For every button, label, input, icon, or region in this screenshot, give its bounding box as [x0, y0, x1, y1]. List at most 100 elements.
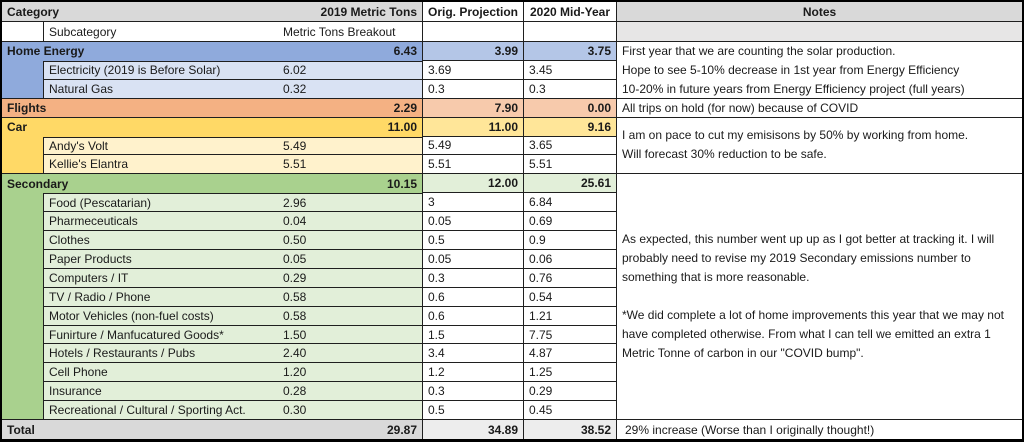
cell-proj-motor-vehicles[interactable]: 0.6	[423, 306, 524, 326]
cell-mid-total[interactable]: 38.52	[524, 420, 617, 439]
cell-proj-clothes[interactable]: 0.5	[423, 231, 524, 250]
cell-mid-paper-products[interactable]: 0.06	[524, 249, 617, 269]
cell-proj-natural-gas[interactable]: 0.3	[423, 79, 524, 99]
subcategory-row-furniture-goods[interactable]: Funirture / Manfucatured Goods*	[44, 325, 276, 345]
subcategory-row-insurance[interactable]: Insurance	[44, 382, 276, 402]
category-label: Flights	[7, 100, 47, 115]
cell-2019-computers-it[interactable]: 0.29	[276, 268, 423, 288]
cell-2019-natural-gas[interactable]: 0.32	[276, 79, 423, 99]
color-strip-secondary	[2, 231, 44, 250]
subcategory-row-paper-products[interactable]: Paper Products	[44, 249, 276, 269]
color-strip-home-energy	[2, 60, 44, 80]
cell-proj-kellies-elantra[interactable]: 5.51	[423, 155, 524, 175]
note-flights[interactable]: All trips on hold (for now) because of C…	[617, 99, 1022, 118]
cell-proj-computers-it[interactable]: 0.3	[423, 268, 524, 288]
note-total[interactable]: 29% increase (Worse than I originally th…	[625, 422, 875, 437]
category-row-home-energy[interactable]: Home Energy 6.43	[2, 42, 423, 61]
cell-2019-paper-products[interactable]: 0.05	[276, 249, 423, 269]
cell-mid-motor-vehicles[interactable]: 1.21	[524, 306, 617, 326]
color-strip-secondary	[2, 363, 44, 383]
cell-mid-pharmeceuticals[interactable]: 0.69	[524, 212, 617, 232]
note-home-energy[interactable]: First year that we are counting the sola…	[617, 42, 1022, 99]
cell-mid-cell-phone[interactable]: 1.25	[524, 363, 617, 383]
color-strip-home-energy	[2, 79, 44, 99]
cell-2019-electricity[interactable]: 6.02	[276, 60, 423, 80]
cell-proj-recreational[interactable]: 0.5	[423, 401, 524, 421]
cell-proj-home-energy[interactable]: 3.99	[423, 42, 524, 61]
cell-2019-hotels-restaurants-pubs[interactable]: 2.40	[276, 344, 423, 364]
color-strip-secondary	[2, 212, 44, 232]
cell-proj-cell-phone[interactable]: 1.2	[423, 363, 524, 383]
cell-2019-andys-volt[interactable]: 5.49	[276, 136, 423, 156]
cell-mid-clothes[interactable]: 0.9	[524, 231, 617, 250]
cell-mid-hotels-restaurants-pubs[interactable]: 4.87	[524, 344, 617, 364]
cell-proj-total[interactable]: 34.89	[423, 420, 524, 439]
cell-2019-pharmeceuticals[interactable]: 0.04	[276, 212, 423, 232]
cell-2019-furniture-goods[interactable]: 1.50	[276, 325, 423, 345]
subcategory-row-natural-gas[interactable]: Natural Gas	[44, 79, 276, 99]
subcategory-row-pharmeceuticals[interactable]: Pharmeceuticals	[44, 212, 276, 232]
cell-mid-secondary[interactable]: 25.61	[524, 174, 617, 194]
total-2019-value: 29.87	[386, 422, 417, 437]
cell-mid-recreational[interactable]: 0.45	[524, 401, 617, 421]
subheader-breakout[interactable]: Metric Tons Breakout	[276, 22, 423, 42]
cell-2019-recreational[interactable]: 0.30	[276, 401, 423, 421]
cell-proj-insurance[interactable]: 0.3	[423, 382, 524, 402]
color-strip-car	[2, 155, 44, 175]
subcategory-row-food[interactable]: Food (Pescatarian)	[44, 193, 276, 213]
category-row-car[interactable]: Car 11.00	[2, 117, 423, 137]
subcategory-row-clothes[interactable]: Clothes	[44, 231, 276, 250]
subcategory-row-kellies-elantra[interactable]: Kellie's Elantra	[44, 155, 276, 175]
note-car[interactable]: I am on pace to cut my emisisons by 50% …	[617, 118, 1022, 175]
color-strip-secondary	[2, 287, 44, 307]
cell-2019-food[interactable]: 2.96	[276, 193, 423, 213]
cell-proj-flights[interactable]: 7.90	[423, 98, 524, 118]
cell-mid-flights[interactable]: 0.00	[524, 98, 617, 118]
header-notes[interactable]: Notes	[617, 2, 1022, 22]
cell-mid-electricity[interactable]: 3.45	[524, 60, 617, 80]
cell-proj-paper-products[interactable]: 0.05	[423, 249, 524, 269]
subcategory-row-andys-volt[interactable]: Andy's Volt	[44, 136, 276, 156]
subcategory-row-hotels-restaurants-pubs[interactable]: Hotels / Restaurants / Pubs	[44, 344, 276, 364]
category-row-flights[interactable]: Flights 2.29	[2, 98, 423, 118]
cell-proj-pharmeceuticals[interactable]: 0.05	[423, 212, 524, 232]
cell-2019-insurance[interactable]: 0.28	[276, 382, 423, 402]
cell-mid-food[interactable]: 6.84	[524, 193, 617, 213]
subcategory-row-tv-radio-phone[interactable]: TV / Radio / Phone	[44, 287, 276, 307]
subcategory-row-motor-vehicles[interactable]: Motor Vehicles (non-fuel costs)	[44, 306, 276, 326]
cell-mid-furniture-goods[interactable]: 7.75	[524, 325, 617, 345]
cell-proj-secondary[interactable]: 12.00	[423, 174, 524, 194]
header-orig-projection[interactable]: Orig. Projection	[423, 2, 524, 22]
subcategory-row-electricity[interactable]: Electricity (2019 is Before Solar)	[44, 60, 276, 80]
header-mid-year[interactable]: 2020 Mid-Year	[524, 2, 617, 22]
note-secondary[interactable]: As expected, this number went up up as I…	[617, 174, 1022, 421]
cell-mid-car[interactable]: 9.16	[524, 117, 617, 137]
cell-mid-computers-it[interactable]: 0.76	[524, 268, 617, 288]
cell-2019-tv-radio-phone[interactable]: 0.58	[276, 287, 423, 307]
subheader-subcategory[interactable]: Subcategory	[44, 22, 276, 42]
header-category-cell[interactable]: Category 2019 Metric Tons	[2, 2, 423, 22]
cell-mid-insurance[interactable]: 0.29	[524, 382, 617, 402]
category-label: Home Energy	[7, 44, 85, 59]
cell-mid-andys-volt[interactable]: 3.65	[524, 136, 617, 156]
cell-proj-food[interactable]: 3	[423, 193, 524, 213]
cell-proj-tv-radio-phone[interactable]: 0.6	[423, 287, 524, 307]
cell-proj-electricity[interactable]: 3.69	[423, 60, 524, 80]
cell-mid-natural-gas[interactable]: 0.3	[524, 79, 617, 99]
cell-proj-andys-volt[interactable]: 5.49	[423, 136, 524, 156]
cell-mid-tv-radio-phone[interactable]: 0.54	[524, 287, 617, 307]
cell-proj-furniture-goods[interactable]: 1.5	[423, 325, 524, 345]
category-row-secondary[interactable]: Secondary 10.15	[2, 174, 423, 194]
subcategory-row-computers-it[interactable]: Computers / IT	[44, 268, 276, 288]
subcategory-row-cell-phone[interactable]: Cell Phone	[44, 363, 276, 383]
total-row[interactable]: Total 29.87	[2, 420, 423, 439]
cell-2019-clothes[interactable]: 0.50	[276, 231, 423, 250]
subcategory-row-recreational[interactable]: Recreational / Cultural / Sporting Act.	[44, 401, 276, 421]
cell-proj-hotels-restaurants-pubs[interactable]: 3.4	[423, 344, 524, 364]
cell-2019-kellies-elantra[interactable]: 5.51	[276, 155, 423, 175]
cell-mid-kellies-elantra[interactable]: 5.51	[524, 155, 617, 175]
cell-2019-cell-phone[interactable]: 1.20	[276, 363, 423, 383]
cell-proj-car[interactable]: 11.00	[423, 117, 524, 137]
cell-mid-home-energy[interactable]: 3.75	[524, 42, 617, 61]
cell-2019-motor-vehicles[interactable]: 0.58	[276, 306, 423, 326]
